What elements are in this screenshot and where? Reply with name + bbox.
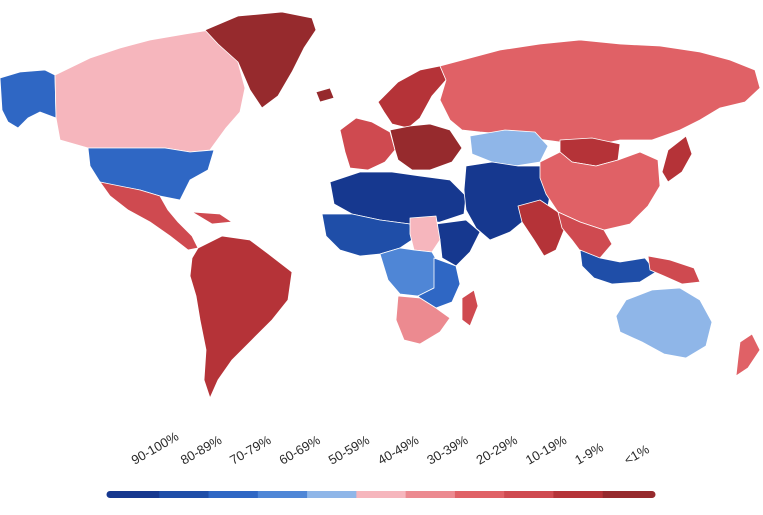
legend: 90-100%80-89% 70-79% 60-69% 50-59% 40-49% 30-… — [106, 428, 656, 498]
legend-swatch — [405, 491, 456, 498]
legend-label: 1-9% — [572, 439, 606, 467]
legend-label: 10-19% — [523, 432, 570, 468]
legend-swatch — [553, 491, 604, 498]
legend-swatch — [307, 491, 357, 498]
region-indonesia — [579, 249, 657, 285]
region-kazakhstan — [469, 129, 549, 167]
legend-label: <1% — [621, 441, 652, 467]
region-madagascar — [461, 289, 479, 327]
region-china — [539, 151, 661, 231]
region-northern-europe — [377, 65, 447, 129]
legend-swatch — [159, 491, 210, 498]
region-eastern-europe — [389, 123, 463, 171]
legend-swatch — [110, 491, 160, 498]
legend-bar-cap-left — [106, 491, 114, 498]
region-horn-of-africa — [435, 219, 481, 267]
legend-label: 60-69% — [276, 432, 323, 468]
region-papua — [647, 255, 701, 285]
region-caribbean — [191, 211, 233, 225]
legend-swatch — [356, 491, 407, 498]
region-south-america — [189, 235, 293, 399]
region-sudan-region — [409, 215, 441, 253]
legend-bar-cap-right — [648, 491, 656, 498]
legend-label: 30-39% — [424, 432, 471, 468]
legend-label: 80-89% — [178, 432, 225, 468]
world-map — [0, 11, 761, 399]
region-iceland — [315, 87, 335, 103]
legend-label: 40-49% — [375, 432, 422, 468]
region-central-africa — [379, 247, 441, 297]
legend-swatch — [602, 491, 653, 498]
legend-swatch — [504, 491, 554, 498]
region-russia — [439, 39, 761, 147]
region-japan — [661, 135, 693, 183]
legend-swatch — [208, 491, 259, 498]
region-new-zealand — [735, 333, 761, 377]
legend-label: 20-29% — [474, 432, 521, 468]
legend-swatch — [454, 491, 505, 498]
region-india — [517, 199, 565, 257]
legend-label: 50-59% — [326, 432, 373, 468]
region-southern-africa — [395, 295, 451, 345]
region-greenland — [204, 11, 317, 109]
region-alaska — [0, 69, 57, 129]
region-australia — [615, 287, 713, 359]
legend-swatch — [257, 491, 308, 498]
legend-label: 90-100% — [129, 428, 182, 467]
region-western-europe — [339, 117, 396, 171]
legend-label: 70-79% — [227, 432, 274, 468]
region-canada — [54, 29, 246, 153]
